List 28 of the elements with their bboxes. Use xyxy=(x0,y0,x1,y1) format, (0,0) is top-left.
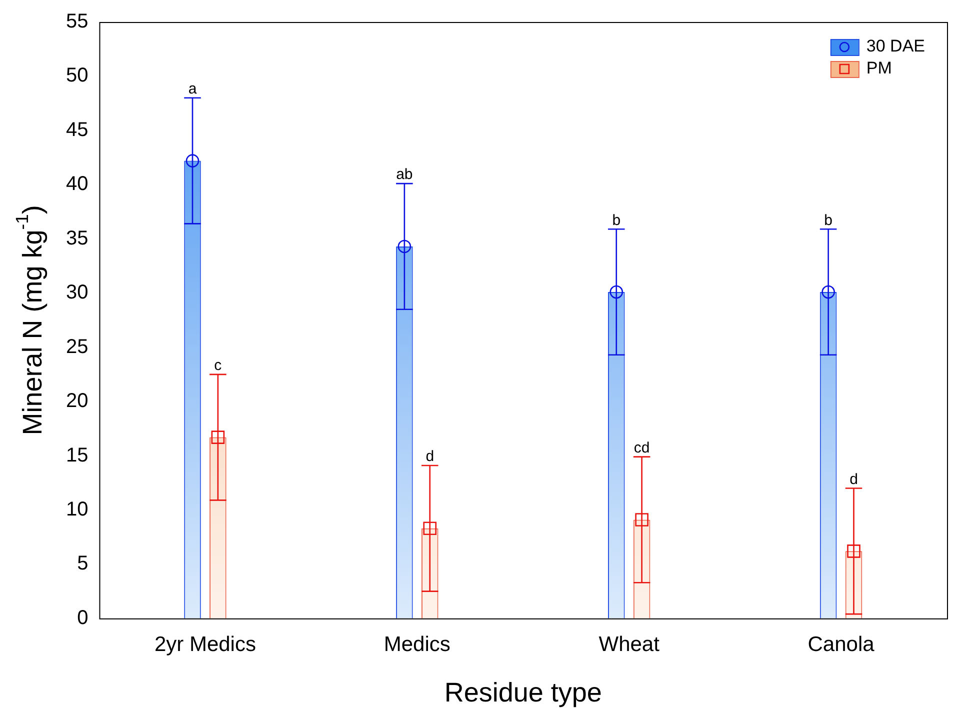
x-tick-label: Wheat xyxy=(598,632,660,656)
annotation: ab xyxy=(396,166,413,184)
y-tick-label: 45 xyxy=(66,118,88,141)
x-tick-label: Canola xyxy=(808,632,875,656)
y-axis-title: Mineral N (mg kg-1) xyxy=(12,205,48,436)
y-tick-label: 50 xyxy=(66,64,88,87)
annotation: b xyxy=(612,212,621,229)
y-tick-label: 0 xyxy=(77,606,88,629)
annotation: d xyxy=(850,470,858,488)
y-tick-label: 30 xyxy=(66,282,88,304)
y-tick-label: 10 xyxy=(66,498,88,520)
annotation: b xyxy=(824,212,832,229)
x-axis-title: Residue type xyxy=(444,677,602,708)
legend-label: PM xyxy=(866,58,892,78)
y-tick-label: 5 xyxy=(77,552,88,575)
y-tick-label: 20 xyxy=(66,390,88,412)
annotation: d xyxy=(426,448,434,466)
y-tick-label: 55 xyxy=(66,10,88,33)
annotation: a xyxy=(188,80,198,98)
x-tick-label: 2yr Medics xyxy=(154,632,256,656)
x-tick-label: Medics xyxy=(384,632,450,656)
y-tick-label: 25 xyxy=(66,336,88,358)
y-tick-label: 40 xyxy=(66,173,88,196)
legend-label: 30 DAE xyxy=(866,36,926,56)
y-tick-label: 15 xyxy=(66,444,88,466)
annotation: c xyxy=(214,357,222,374)
annotation: cd xyxy=(634,439,650,456)
y-tick-label: 35 xyxy=(66,227,88,250)
